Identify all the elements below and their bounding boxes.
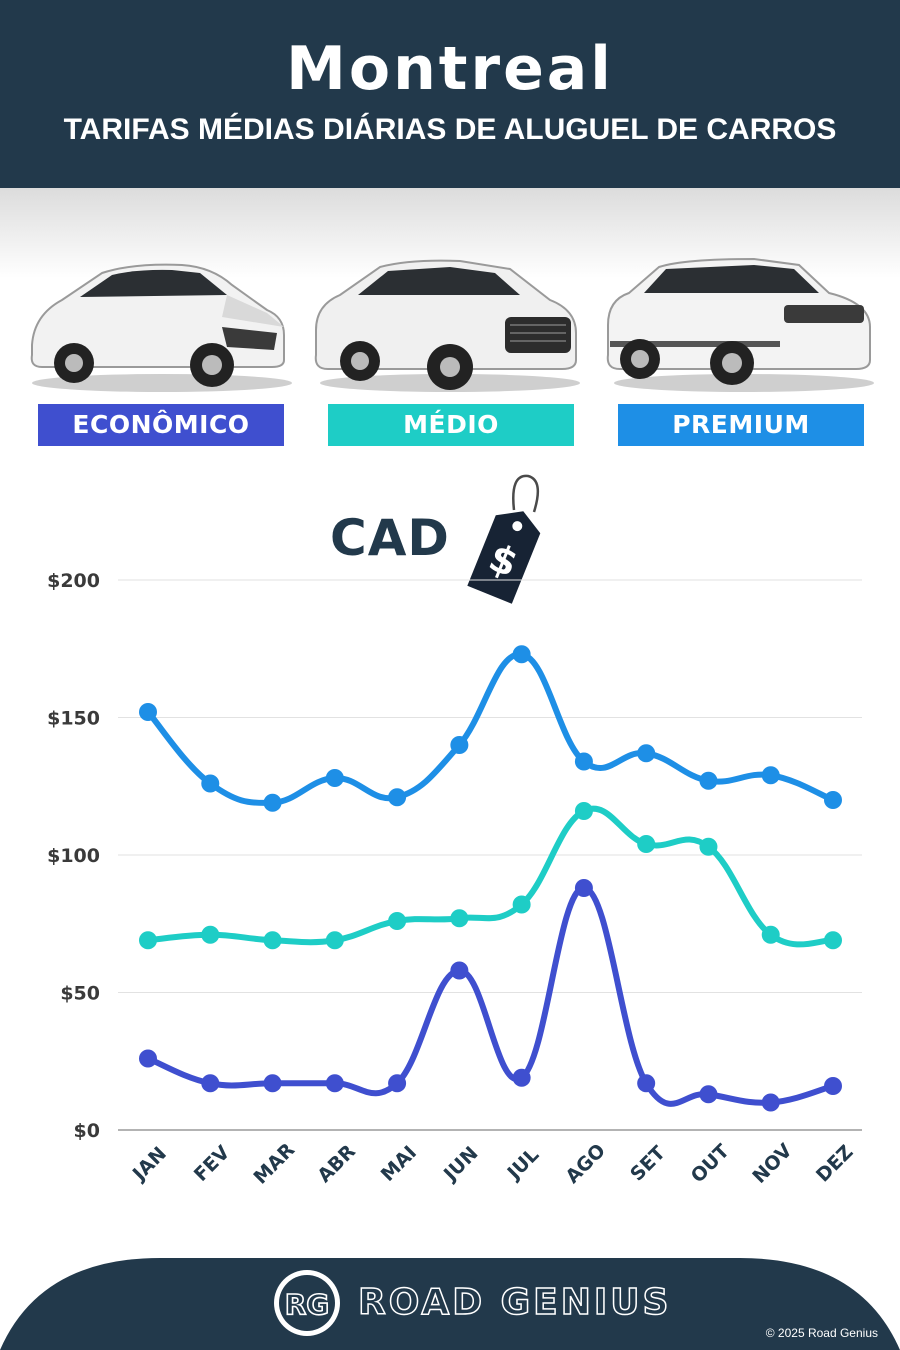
price-tag-icon: $	[467, 474, 541, 604]
x-tick-label: SET	[626, 1142, 670, 1186]
data-point-economico-dez	[824, 1077, 842, 1095]
page-subtitle: TARIFAS MÉDIAS DIÁRIAS DE ALUGUEL DE CAR…	[63, 113, 837, 146]
header-banner: Montreal TARIFAS MÉDIAS DIÁRIAS DE ALUGU…	[0, 0, 900, 188]
data-point-premium-jan	[139, 703, 157, 721]
y-tick-label: $150	[47, 708, 100, 730]
x-tick-label: MAR	[249, 1139, 299, 1189]
footer	[0, 1258, 900, 1350]
data-point-premium-dez	[824, 791, 842, 809]
y-tick-label: $200	[47, 570, 100, 592]
data-point-medio-mai	[388, 912, 407, 930]
midsize-car-image	[310, 255, 580, 395]
currency-label: CAD	[330, 509, 450, 567]
rental-rate-line-chart: $0 $50 $100 $150 $200 JAN FEV MAR ABR MAI JUN JUL AG…	[47, 570, 862, 1189]
x-tick-label: JUL	[502, 1144, 543, 1185]
x-tick-label: ABR	[313, 1140, 360, 1187]
economy-car-image	[22, 255, 292, 395]
data-point-medio-jul	[512, 895, 531, 914]
data-point-medio-jun	[450, 909, 469, 928]
road-genius-logo: RG	[274, 1270, 340, 1336]
data-point-premium-nov	[761, 766, 780, 785]
x-tick-label: OUT	[687, 1140, 734, 1187]
logo-letters: RG	[285, 1288, 330, 1321]
data-point-medio-out	[699, 837, 718, 856]
data-point-premium-fev	[201, 774, 220, 793]
data-point-premium-mai	[388, 788, 407, 807]
data-point-medio-ago	[574, 802, 593, 820]
city-title: Montreal	[286, 34, 614, 104]
badge-medio: MÉDIO	[328, 404, 574, 446]
y-tick-label: $50	[60, 983, 100, 1005]
x-tick-label: JUN	[438, 1142, 482, 1186]
series-line-medio	[145, 805, 836, 948]
data-point-premium-ago	[574, 752, 593, 771]
data-point-economico-abr	[325, 1074, 344, 1093]
series-line-premium	[145, 651, 836, 806]
data-point-economico-jul	[512, 1068, 531, 1087]
badge-economico: ECONÔMICO	[38, 404, 284, 446]
data-point-medio-jan	[139, 931, 157, 950]
data-point-medio-fev	[201, 925, 220, 944]
data-point-premium-mar	[263, 793, 282, 812]
x-tick-label: NOV	[748, 1139, 796, 1187]
x-tick-label: JAN	[127, 1143, 171, 1187]
data-point-economico-fev	[201, 1074, 220, 1093]
y-tick-label: $0	[74, 1120, 100, 1142]
data-point-premium-jun	[450, 736, 469, 754]
data-point-medio-dez	[824, 931, 842, 950]
data-point-economico-out	[699, 1085, 718, 1104]
data-point-medio-mar	[263, 931, 282, 950]
data-point-premium-set	[637, 744, 656, 763]
premium-car-image	[604, 255, 874, 395]
data-point-economico-jun	[450, 961, 469, 980]
x-tick-label: FEV	[190, 1141, 235, 1186]
data-point-economico-mai	[388, 1074, 407, 1093]
y-tick-label: $100	[47, 845, 100, 867]
data-point-medio-nov	[761, 925, 780, 944]
brand-name: ROAD GENIUS	[357, 1281, 672, 1324]
copyright: © 2025 Road Genius	[765, 1326, 878, 1340]
data-point-medio-abr	[325, 931, 344, 950]
data-point-premium-out	[699, 771, 718, 790]
data-point-economico-nov	[761, 1093, 780, 1112]
data-point-economico-set	[637, 1074, 656, 1093]
data-point-medio-set	[637, 835, 656, 853]
x-tick-label: MAI	[377, 1142, 421, 1186]
x-tick-label: DEZ	[812, 1141, 858, 1187]
data-point-economico-mar	[263, 1074, 282, 1093]
data-point-premium-abr	[325, 769, 344, 787]
data-point-economico-ago	[574, 879, 593, 897]
x-tick-label: AGO	[561, 1140, 609, 1188]
data-point-economico-jan	[139, 1049, 157, 1068]
data-point-premium-jul	[512, 645, 531, 664]
badge-premium: PREMIUM	[618, 404, 864, 446]
